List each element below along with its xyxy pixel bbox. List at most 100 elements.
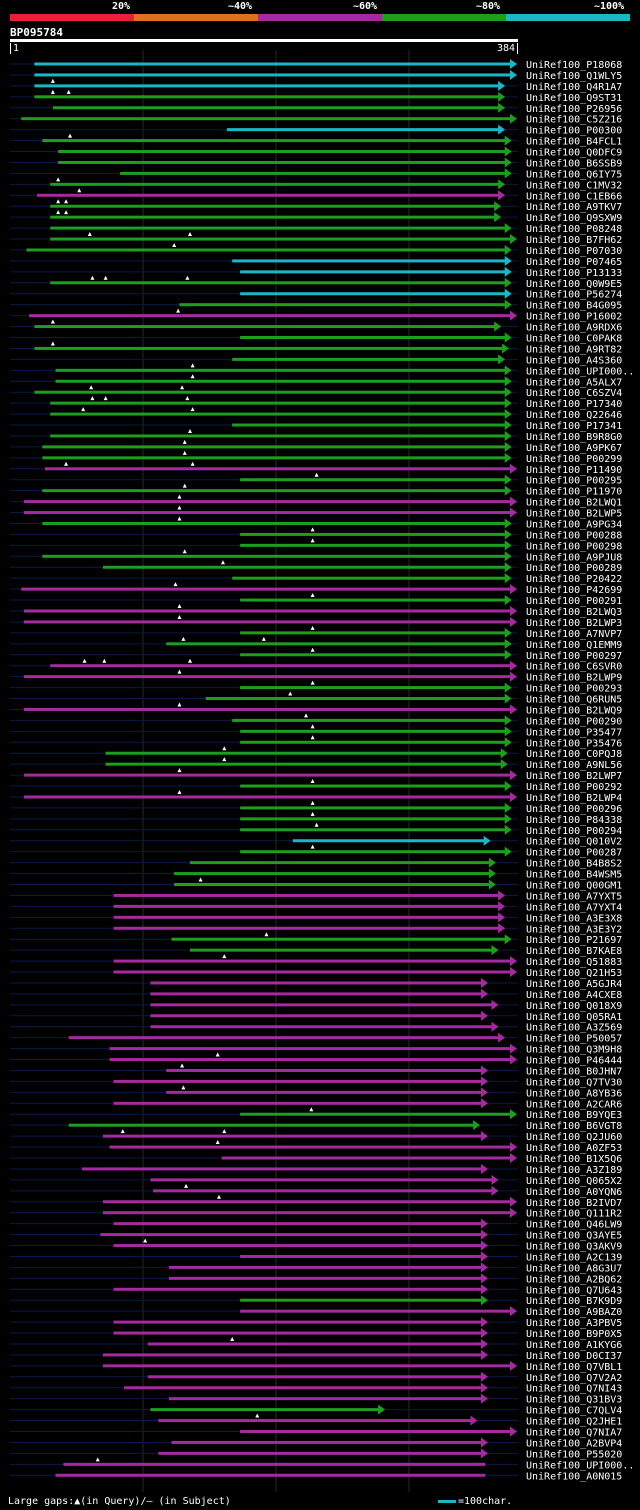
hit-bar xyxy=(55,379,506,383)
hit-label: UniRef100_C0PAK8 xyxy=(526,334,622,345)
hit-label: UniRef100_P18068 xyxy=(526,60,622,71)
hit-label: UniRef100_P07030 xyxy=(526,246,622,257)
hit-arrow xyxy=(480,1295,488,1306)
hit-arrow xyxy=(504,529,512,540)
hit-bar xyxy=(113,915,500,919)
hit-arrow xyxy=(500,759,508,770)
query-gap-marker xyxy=(190,374,195,379)
query-gap-marker xyxy=(176,308,181,313)
hit-arrow xyxy=(510,791,517,802)
hit-arrow xyxy=(480,1437,488,1448)
hit-arrow xyxy=(510,956,517,967)
hit-bar xyxy=(240,784,506,788)
query-gap-marker xyxy=(190,407,195,412)
hit-label: UniRef100_B7FH62 xyxy=(526,235,622,246)
hit-arrow xyxy=(480,1076,488,1087)
hit-label: UniRef100_Q7V2A2 xyxy=(526,1373,622,1384)
hit-label: UniRef100_P00290 xyxy=(526,716,622,727)
hit-arrow xyxy=(510,616,517,627)
hit-arrow xyxy=(502,343,510,354)
query-gap-marker xyxy=(220,560,225,565)
query-gap-marker xyxy=(177,614,182,619)
hit-bar xyxy=(42,521,506,525)
query-id: BP095784 xyxy=(10,26,63,39)
hit-bar xyxy=(109,1145,511,1149)
scale-band-40 xyxy=(134,14,258,21)
hit-arrow xyxy=(504,398,512,409)
hit-bar xyxy=(232,357,500,361)
hit-label: UniRef100_B6SSB9 xyxy=(526,158,622,169)
hit-bar xyxy=(292,839,485,843)
hit-label: UniRef100_A4CXE8 xyxy=(526,990,622,1001)
hit-bar xyxy=(50,664,511,668)
hit-bar xyxy=(232,423,506,427)
hit-bar xyxy=(109,1047,511,1051)
hit-bar xyxy=(29,314,511,318)
hit-arrow xyxy=(500,748,508,759)
hit-label: UniRef100_P17341 xyxy=(526,421,622,432)
hit-bar xyxy=(168,1397,482,1401)
hit-arrow xyxy=(498,901,506,912)
query-gap-marker xyxy=(89,385,94,390)
hit-label: UniRef100_B4WSM5 xyxy=(526,870,622,881)
hit-bar xyxy=(100,1233,482,1237)
query-gap-marker xyxy=(314,822,319,827)
hit-label: UniRef100_P42699 xyxy=(526,585,622,596)
hit-label: UniRef100_A5ALX7 xyxy=(526,377,622,388)
hit-arrow xyxy=(504,595,512,606)
query-gap-marker xyxy=(190,363,195,368)
hit-label: UniRef100_A0ZF53 xyxy=(526,1143,622,1154)
hit-arrow xyxy=(504,409,512,420)
hit-arrow xyxy=(480,1229,488,1240)
hit-label: UniRef100_A3Z189 xyxy=(526,1165,622,1176)
hit-bar xyxy=(150,1014,482,1018)
hit-bar xyxy=(50,215,496,219)
hit-arrow xyxy=(504,540,512,551)
hit-arrow xyxy=(510,507,517,518)
hit-arrow xyxy=(491,1021,499,1032)
hit-arrow xyxy=(504,376,512,387)
hit-bar xyxy=(34,95,500,99)
hit-arrow xyxy=(504,223,512,234)
hit-arrow xyxy=(491,1174,499,1185)
query-gap-marker xyxy=(82,658,87,663)
hit-arrow xyxy=(504,726,512,737)
hit-arrow xyxy=(480,988,488,999)
hit-label: UniRef100_Q22646 xyxy=(526,410,622,421)
hit-bar xyxy=(44,467,512,471)
hit-arrow xyxy=(504,135,512,146)
hit-arrow xyxy=(504,781,512,792)
hit-arrow xyxy=(494,201,502,212)
hit-arrow xyxy=(480,1262,488,1273)
hit-label: UniRef100_Q4R1A7 xyxy=(526,82,622,93)
hit-label: UniRef100_P00299 xyxy=(526,454,622,465)
hit-label: UniRef100_Q46LW9 xyxy=(526,1220,622,1231)
query-gap-marker xyxy=(103,396,108,401)
hit-label: UniRef100_Q7VBL1 xyxy=(526,1362,622,1373)
hit-arrow xyxy=(498,102,506,113)
hit-label: UniRef100_P00293 xyxy=(526,684,622,695)
hit-bar xyxy=(102,1364,511,1368)
hit-bar xyxy=(23,620,511,624)
hit-label: UniRef100_C1MV32 xyxy=(526,180,622,191)
hit-label: UniRef100_A7NVP7 xyxy=(526,629,622,640)
query-gap-marker xyxy=(87,232,92,237)
hit-label: UniRef100_B2LWQ1 xyxy=(526,498,622,509)
hit-bar xyxy=(171,1440,482,1444)
query-gap-marker xyxy=(50,89,55,94)
hit-bar xyxy=(42,554,506,558)
hit-label: UniRef100_B9R8G0 xyxy=(526,432,622,443)
hit-arrow xyxy=(510,463,517,474)
hit-bar xyxy=(58,150,506,154)
hit-bar xyxy=(240,740,506,744)
query-gap-marker xyxy=(95,1457,100,1462)
hit-label: UniRef100_C0PQJ8 xyxy=(526,749,622,760)
query-gap-marker xyxy=(181,636,186,641)
hit-label: UniRef100_B2IVD7 xyxy=(526,1198,622,1209)
hit-label: UniRef100_B2LWQ9 xyxy=(526,705,622,716)
hit-bar xyxy=(240,806,506,810)
hit-bar xyxy=(113,1079,482,1083)
hit-bar xyxy=(113,904,500,908)
hit-bar xyxy=(150,992,482,996)
hit-bar xyxy=(102,1353,482,1357)
